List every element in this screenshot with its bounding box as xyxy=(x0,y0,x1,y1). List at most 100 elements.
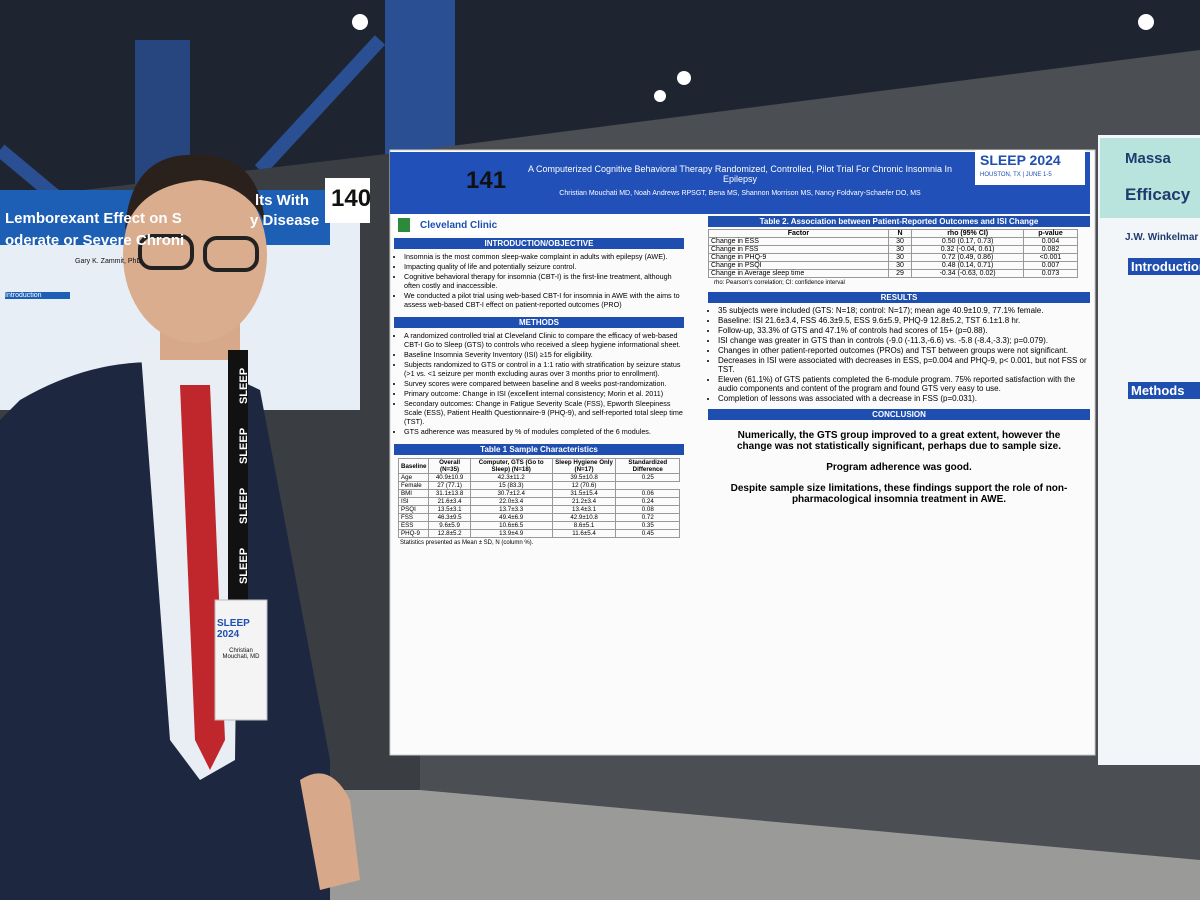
cell: 0.72 xyxy=(615,513,680,522)
data-table: Baseline Overall (N=35) Computer, GTS (Go … xyxy=(397,458,680,538)
table-row: Age 40.9±10.9 42.3±11.2 39.5±10.8 0.25 xyxy=(397,473,680,482)
booth-number: 141 xyxy=(466,167,507,194)
table-row: PHQ-9 12.8±5.2 13.9±4.9 11.6±5.4 0.45 xyxy=(397,529,680,538)
bullet: Baseline: ISI 21.6±3.4, FSS 46.3±9.5, ES… xyxy=(718,316,1090,325)
cell: PSQI xyxy=(397,505,430,514)
cell: 9.6±5.9 xyxy=(428,521,471,530)
bullet: GTS adherence was measured by % of modul… xyxy=(404,427,684,436)
cell: 15 (83.3) xyxy=(469,481,553,490)
table-note: Statistics presented as Mean ± SD, N (co… xyxy=(400,540,534,546)
bullet: Primary outcome: Change in ISI (excellen… xyxy=(404,389,684,398)
bullet: Impacting quality of life and potentiall… xyxy=(404,262,684,271)
cell: Change in PHQ-9 xyxy=(708,253,889,262)
cell: 0.06 xyxy=(615,489,680,498)
lanyard-text: SLEEP xyxy=(238,427,251,465)
cell: 30.7±12.4 xyxy=(469,489,553,498)
cell: ESS xyxy=(397,521,430,530)
cell: 31.5±15.4 xyxy=(551,489,617,498)
cell: PHQ-9 xyxy=(397,529,430,538)
left-poster-author: Gary K. Zammit, PhD xyxy=(75,258,142,265)
cell: 21.6±3.4 xyxy=(428,497,471,506)
cell: 0.45 xyxy=(615,529,680,538)
table-row: BMI 31.1±13.8 30.7±12.4 31.5±15.4 0.06 xyxy=(397,489,680,498)
cell: 0.32 (-0.04, 0.61) xyxy=(911,245,1024,254)
cell: 21.2±3.4 xyxy=(551,497,617,506)
cell: 22.0±3.4 xyxy=(469,497,553,506)
lanyard-text: SLEEP xyxy=(238,547,251,585)
cell: 12 (70.6) xyxy=(551,481,617,490)
table-note: rho: Pearson's correlation; CI: confiden… xyxy=(714,280,845,286)
cell: 0.08 xyxy=(615,505,680,514)
cell: 39.5±10.8 xyxy=(551,473,617,482)
bullet: Decreases in ISI were associated with de… xyxy=(718,356,1090,374)
poster-title: A Computerized Cognitive Behavioral Ther… xyxy=(527,164,953,184)
cell: 30 xyxy=(887,253,913,262)
cell: 29 xyxy=(887,269,913,278)
badge-event: SLEEP 2024 xyxy=(217,618,250,640)
authors: Christian Mouchati MD, Noah Andrews RPSG… xyxy=(559,190,921,197)
cell: Change in ESS xyxy=(708,237,889,246)
column-header: p-value xyxy=(1022,229,1079,238)
bullet: Follow-up, 33.3% of GTS and 47.1% of con… xyxy=(718,326,1090,335)
cell: Change in FSS xyxy=(708,245,889,254)
cell: 13.4±3.1 xyxy=(551,505,617,514)
column-header: Computer, GTS (Go to Sleep) (N=18) xyxy=(469,458,553,474)
cell: 8.6±5.1 xyxy=(551,521,617,530)
cell: 0.48 (0.14, 0.71) xyxy=(911,261,1024,270)
right-poster-text: J.W. Winkelmar xyxy=(1125,232,1199,243)
conclusion-text: Program adherence was good. xyxy=(826,462,972,473)
bullet: Cognitive behavioral therapy for insomni… xyxy=(404,272,684,290)
section-heading: Table 2. Association between Patient-Rep… xyxy=(708,216,1090,227)
column-header: rho (95% CI) xyxy=(911,229,1024,238)
cell: 0.073 xyxy=(1022,269,1079,278)
bullet: Baseline Insomnia Severity Inventory (IS… xyxy=(404,350,684,359)
lanyard-text: SLEEP xyxy=(238,487,251,525)
cell: 13.5±3.1 xyxy=(428,505,471,514)
institution: Cleveland Clinic xyxy=(420,220,498,231)
cell: 10.6±6.5 xyxy=(469,521,553,530)
cell: 12.8±5.2 xyxy=(428,529,471,538)
cell: 0.007 xyxy=(1022,261,1079,270)
cell: 49.4±6.9 xyxy=(469,513,553,522)
cell: 30 xyxy=(887,237,913,246)
bullet: We conducted a pilot trial using web-bas… xyxy=(404,291,684,309)
section-heading: METHODS xyxy=(394,317,684,328)
right-poster-text: Efficacy xyxy=(1125,185,1191,204)
bullet: Insomnia is the most common sleep-wake c… xyxy=(404,252,684,261)
cell: 0.35 xyxy=(615,521,680,530)
table-row: Change in Average sleep time 29 -0.34 (-0.… xyxy=(708,269,1079,278)
cell: 40.9±10.9 xyxy=(428,473,471,482)
cell: 0.004 xyxy=(1022,237,1079,246)
table-row: Female 27 (77.1) 15 (83.3) 12 (70.6) xyxy=(397,481,680,490)
left-column: INTRODUCTION/OBJECTIVE Insomnia is the mo… xyxy=(394,238,684,552)
cell: 13.9±4.9 xyxy=(469,529,553,538)
bullet: Survey scores were compared between base… xyxy=(404,379,684,388)
cell: 13.7±3.3 xyxy=(469,505,553,514)
cell: Female xyxy=(397,481,430,490)
cell: 0.50 (0.17, 0.73) xyxy=(911,237,1024,246)
column-header: Standardized Difference xyxy=(615,458,680,474)
cell: 42.9±10.8 xyxy=(551,513,617,522)
bullet-list: Insomnia is the most common sleep-wake c… xyxy=(394,252,684,309)
bullet: Changes in other patient-reported outcom… xyxy=(718,346,1090,355)
section-heading: Table 1 Sample Characteristics xyxy=(394,444,684,455)
right-column: Table 2. Association between Patient-Rep… xyxy=(708,216,1090,505)
cell: 0.24 xyxy=(615,497,680,506)
cell: 27 (77.1) xyxy=(428,481,471,490)
left-poster-title: lts With xyxy=(255,192,310,209)
table-row: PSQI 13.5±3.1 13.7±3.3 13.4±3.1 0.08 xyxy=(397,505,680,514)
badge-name: Christian Mouchati, MD xyxy=(222,648,260,660)
cell: 31.1±13.8 xyxy=(428,489,471,498)
table-row: Change in ESS 30 0.50 (0.17, 0.73) 0.004 xyxy=(708,237,1079,246)
bullet: Secondary outcomes: Change in Fatigue Se… xyxy=(404,399,684,426)
cell: 46.3±9.5 xyxy=(428,513,471,522)
column-header: Baseline xyxy=(397,458,430,474)
section-heading: CONCLUSION xyxy=(708,409,1090,420)
left-poster-title: Lemborexant Effect on S xyxy=(5,210,182,227)
booth-number: 140 xyxy=(331,185,372,212)
right-poster-section: Introduction xyxy=(1128,258,1200,275)
bullet: ISI change was greater in GTS than in co… xyxy=(718,336,1090,345)
lanyard-text: SLEEP xyxy=(238,367,251,405)
column-header: Overall (N=35) xyxy=(428,458,471,474)
